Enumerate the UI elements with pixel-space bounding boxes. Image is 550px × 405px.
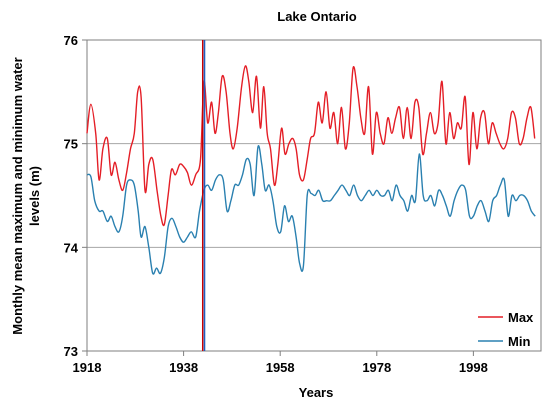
y-tick-label-1: 74 xyxy=(64,240,79,255)
y-tick-label-0: 73 xyxy=(64,344,78,359)
chart-title: Lake Ontario xyxy=(277,9,357,24)
x-tick-label-0: 1918 xyxy=(73,360,102,375)
x-axis-label: Years xyxy=(299,385,334,400)
series xyxy=(86,65,536,275)
x-tick-label-1: 1938 xyxy=(169,360,198,375)
x-tick-label-2: 1958 xyxy=(266,360,295,375)
y-axis-label: Monthly mean maximum and minimum water l… xyxy=(10,57,42,334)
reference-line xyxy=(201,40,206,351)
legend: Max Min xyxy=(478,310,534,349)
x-tick-label-4: 1998 xyxy=(459,360,488,375)
y-tick-label-2: 75 xyxy=(64,137,78,152)
y-tick-label-3: 76 xyxy=(64,33,78,48)
series-line-min xyxy=(86,145,536,275)
gridlines xyxy=(87,143,541,248)
plot-frame xyxy=(86,39,542,352)
x-tick-label-3: 1978 xyxy=(362,360,391,375)
tick-labels: 73 74 75 76 1918 1938 1958 1978 1998 xyxy=(64,33,488,375)
y-axis-label-line-1: Monthly mean maximum and minimum water xyxy=(10,57,25,334)
y-axis-label-line-2: levels (m) xyxy=(27,166,42,226)
legend-label-min: Min xyxy=(508,334,530,349)
legend-label-max: Max xyxy=(508,310,534,325)
series-line-max xyxy=(86,65,536,227)
axes xyxy=(82,39,542,356)
